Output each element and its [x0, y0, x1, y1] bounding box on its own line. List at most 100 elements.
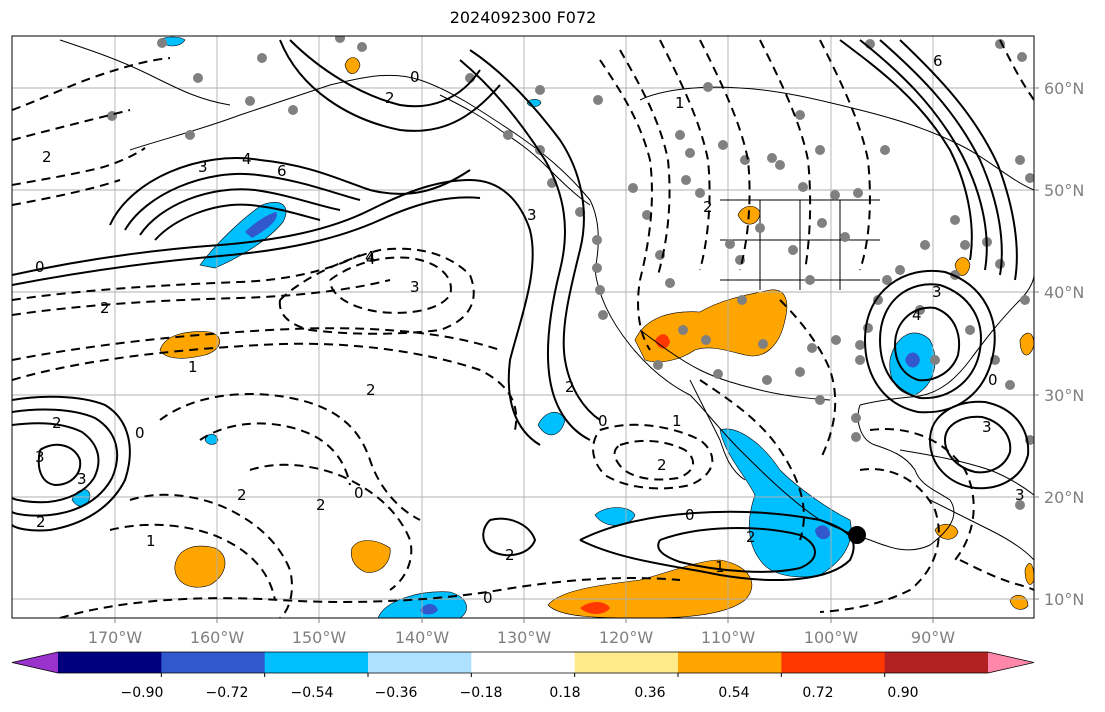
contour-label: 2	[366, 381, 376, 399]
orange-patch-east-2	[1019, 332, 1034, 356]
red-patch-southwest	[655, 334, 670, 349]
contour-label: 3	[527, 206, 537, 224]
contour-label: 4	[366, 250, 376, 268]
contour-label: 2	[237, 486, 247, 504]
lat-ticks	[1034, 87, 1039, 600]
lon-label: 150°W	[292, 628, 347, 647]
contour-label: 1	[675, 94, 685, 112]
contours-solid	[12, 39, 1030, 581]
lat-label: 60°N	[1044, 79, 1084, 98]
darkblue-patch-south	[420, 604, 438, 615]
colorbar-tick-label: 0.90	[887, 685, 918, 701]
orange-patch-southwest	[634, 289, 788, 363]
contour-label: 1	[672, 412, 682, 430]
lat-label: 30°N	[1044, 386, 1084, 405]
darkblue-patch-aleutian	[245, 212, 277, 238]
contour-label: 0	[35, 258, 45, 276]
colorbar-swatch	[264, 652, 369, 673]
orange-patch-east-5	[1024, 563, 1034, 585]
colorbar-outline	[11, 651, 1035, 674]
colorbar-swatch	[161, 652, 266, 673]
colorbar-swatch	[574, 652, 679, 673]
blue-patch-small-3	[204, 433, 219, 445]
contour-label: 2	[746, 528, 756, 546]
contour-label: 2	[36, 513, 46, 531]
red-patch-south	[580, 602, 610, 614]
contour-label: 0	[354, 484, 364, 502]
orange-patch-small-2	[344, 57, 361, 74]
colorbar-swatch	[884, 652, 989, 673]
lat-label: 10°N	[1044, 590, 1084, 609]
contour-label: 2	[100, 299, 110, 317]
contour-label: 6	[277, 162, 287, 180]
contour-label: 0	[988, 371, 998, 389]
map-title: 2024092300 F072	[449, 8, 597, 27]
lon-label: 90°W	[911, 628, 955, 647]
colorbar-tick-label: 0.54	[718, 685, 749, 701]
contour-label: 3	[932, 283, 942, 301]
colorbar-extend-min	[12, 652, 58, 673]
lon-label: 120°W	[599, 628, 654, 647]
storm-center-marker	[848, 526, 866, 544]
lat-label: 40°N	[1044, 283, 1084, 302]
contour-label: 2	[703, 198, 713, 216]
colorbar-tick-label: −0.36	[375, 685, 418, 701]
lon-label: 100°W	[804, 628, 859, 647]
contour-label: 1	[715, 558, 725, 576]
contour-label: 4	[242, 150, 252, 168]
colorbar-tick-label: 0.18	[549, 685, 580, 701]
colorbar-swatch	[781, 652, 886, 673]
colorbar-tick-label: −0.54	[291, 685, 334, 701]
colorbar	[11, 651, 1035, 677]
contour-labels: 0 2 4 6 4 3 2 0 2 3 1 2 4 3 2 0 1 2 2 3 …	[35, 52, 1025, 607]
colorbar-swatch	[58, 652, 162, 673]
shaded-anomalies	[71, 36, 1034, 618]
lon-labels: 170°W 160°W 150°W 140°W 130°W 120°W 110°…	[88, 628, 955, 647]
lon-label: 160°W	[190, 628, 245, 647]
contour-label: 3	[982, 418, 992, 436]
contour-label: 2	[657, 456, 667, 474]
contour-label: 0	[685, 506, 695, 524]
darkblue-patch-gulf	[905, 352, 920, 368]
station-dots	[107, 36, 1034, 510]
colorbar-swatch	[471, 652, 576, 673]
coastlines	[59, 39, 1034, 561]
contour-label: 0	[483, 589, 493, 607]
contour-label: 1	[146, 532, 156, 550]
lat-label: 50°N	[1044, 181, 1084, 200]
contours-dashed	[12, 39, 1034, 618]
colorbar-swatch	[368, 652, 472, 673]
plot-border	[11, 35, 1035, 619]
colorbar-swatch	[678, 652, 782, 673]
contour-label: 3	[77, 470, 87, 488]
darkblue-patch-mexico	[815, 525, 830, 540]
lon-label: 170°W	[88, 628, 143, 647]
lat-labels: 60°N 50°N 40°N 30°N 20°N 10°N	[1044, 79, 1084, 609]
colorbar-extend-max	[988, 652, 1034, 673]
contour-label: 2	[42, 148, 52, 166]
lon-label: 140°W	[395, 628, 450, 647]
orange-patch-central	[174, 545, 226, 588]
lon-label: 110°W	[701, 628, 756, 647]
contour-label: 4	[912, 306, 922, 324]
contour-label: 2	[52, 414, 62, 432]
contour-label: 1	[188, 358, 198, 376]
contour-label: 2	[316, 496, 326, 514]
colorbar-tick-label: −0.72	[206, 685, 249, 701]
contour-label: 0	[135, 424, 145, 442]
contour-label: 3	[410, 278, 420, 296]
contour-label: 0	[598, 412, 608, 430]
contour-label: 0	[410, 68, 420, 86]
contour-label: 2	[565, 378, 575, 396]
contour-label: 3	[35, 448, 45, 466]
contour-label: 3	[1015, 486, 1025, 504]
lon-label: 130°W	[497, 628, 552, 647]
colorbar-tick-label: 0.36	[634, 685, 665, 701]
contour-label: 2	[385, 89, 395, 107]
contour-label: 4	[365, 248, 375, 266]
orange-patch-central-2	[351, 540, 391, 573]
contour-label: 3	[198, 158, 208, 176]
colorbar-tick-label: 0.72	[802, 685, 833, 701]
lon-ticks	[114, 618, 934, 623]
